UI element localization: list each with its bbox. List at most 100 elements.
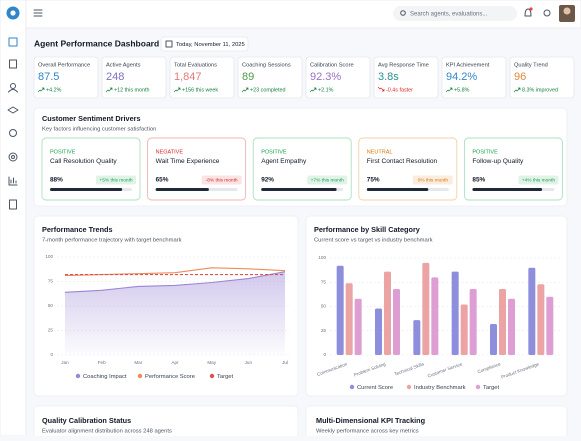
- kpi-card[interactable]: [169, 56, 235, 99]
- y-tick-label: 100: [318, 255, 326, 260]
- bar: [546, 296, 554, 355]
- trend-arrow: [241, 87, 249, 93]
- y-tick-label: 100: [45, 254, 53, 259]
- search-box[interactable]: [393, 6, 517, 21]
- kpi-change: -0.4s faster: [386, 87, 413, 93]
- legend-label[interactable]: Performance Score: [145, 374, 195, 380]
- chart-title: Performance by Skill Category: [314, 225, 421, 234]
- kpi-tracking-panel: [305, 405, 568, 441]
- progress-bar: [155, 188, 209, 191]
- kpi-card[interactable]: [237, 56, 303, 99]
- search-icon: [400, 10, 406, 16]
- driver-name: First Contact Resolution: [367, 158, 438, 165]
- panel-subtitle: Evaluator alignment distribution across …: [42, 429, 172, 435]
- line: [64, 271, 286, 293]
- driver-change: +5% this month: [99, 178, 133, 184]
- kpi-value: 89: [242, 71, 254, 83]
- y-tick-label: 75: [48, 279, 54, 284]
- bar: [469, 289, 477, 355]
- progress-bar: [50, 188, 123, 191]
- kpi-card[interactable]: [509, 56, 575, 99]
- y-tick-label: 25: [321, 328, 327, 333]
- legend-label[interactable]: Industry Benchmark: [414, 385, 466, 391]
- change-chip: [412, 175, 453, 185]
- settings[interactable]: [543, 9, 551, 17]
- date-chip[interactable]: [160, 36, 249, 52]
- progress-bar: [366, 188, 429, 191]
- kpi-label: Coaching Sessions: [242, 63, 291, 69]
- notifications[interactable]: [524, 8, 532, 17]
- bar: [537, 284, 545, 355]
- logo-hole: [10, 10, 16, 16]
- kpi-label: Active Agents: [106, 63, 141, 69]
- kpi-change: 8.3% improved: [522, 87, 558, 93]
- driver-status: NEUTRAL: [367, 149, 393, 155]
- legend-label[interactable]: Target: [483, 385, 500, 391]
- legend-label[interactable]: Current Score: [357, 385, 393, 391]
- driver-card[interactable]: [147, 137, 247, 201]
- kpi-value: 96: [514, 71, 526, 83]
- search-placeholder: Search agents, evaluations...: [410, 12, 488, 18]
- driver-status: POSITIVE: [50, 149, 76, 155]
- kpi-change: +2.1%: [318, 87, 334, 93]
- driver-card[interactable]: [358, 137, 458, 201]
- kpi-value: 3.8s: [378, 71, 399, 83]
- legend-marker: [137, 373, 143, 379]
- x-tick-label: May: [207, 360, 216, 365]
- x-tick-label: Jul: [282, 360, 288, 365]
- legend-label[interactable]: Target: [217, 374, 234, 380]
- bar: [490, 323, 497, 355]
- kpi-change: +12 this month: [114, 87, 150, 93]
- section-title: Customer Sentiment Drivers: [42, 114, 141, 123]
- driver-card[interactable]: [463, 137, 563, 201]
- bar: [528, 267, 536, 355]
- kpi-card[interactable]: [441, 56, 507, 99]
- change-chip: [518, 175, 559, 185]
- y-tick-label: 50: [321, 304, 327, 309]
- kpi-card[interactable]: [33, 56, 99, 99]
- kpi-label: KPI Achievement: [446, 63, 490, 69]
- bar: [460, 304, 468, 355]
- driver-card[interactable]: [41, 137, 141, 201]
- kpi-value: 94.2%: [446, 71, 477, 83]
- driver-status: NEGATIVE: [156, 149, 184, 155]
- driver-name: Wait Time Experience: [156, 158, 220, 165]
- driver-change: -8% this month: [206, 178, 238, 184]
- driver-score: 65%: [156, 177, 169, 184]
- x-tick-label: Mar: [134, 360, 142, 365]
- legend-marker: [349, 384, 355, 390]
- sidebar-icons[interactable]: [7, 37, 19, 210]
- kpi-card[interactable]: [101, 56, 167, 99]
- y-tick-label: 0: [50, 352, 53, 357]
- driver-name: Agent Empathy: [261, 158, 307, 165]
- legend-marker: [406, 384, 412, 390]
- kpi-change: +5.8%: [454, 87, 470, 93]
- y-tick-label: 50: [48, 303, 54, 308]
- x-tick-label: Jan: [61, 360, 69, 365]
- change-chip: [96, 175, 136, 185]
- driver-name: Follow-up Quality: [472, 158, 524, 165]
- legend-label[interactable]: Coaching Impact: [83, 374, 127, 380]
- progress-bar: [261, 188, 337, 191]
- bar: [499, 289, 506, 355]
- trend-arrow: [513, 87, 521, 93]
- trend-arrow: [173, 87, 181, 93]
- bar: [384, 271, 391, 355]
- x-tick-label: Apr: [171, 360, 179, 365]
- panel-title: Multi-Dimensional KPI Tracking: [316, 416, 425, 425]
- kpi-card[interactable]: [305, 56, 371, 99]
- driver-status: POSITIVE: [261, 149, 287, 155]
- menu-button[interactable]: [33, 9, 43, 17]
- kpi-value: 87.5: [38, 71, 59, 83]
- trend-arrow: [105, 87, 113, 93]
- driver-status: POSITIVE: [472, 149, 498, 155]
- trend-arrow: [377, 86, 385, 92]
- driver-name: Call Resolution Quality: [50, 158, 117, 165]
- panel-title: Quality Calibration Status: [42, 416, 131, 425]
- driver-change: +7% this month: [311, 178, 345, 184]
- y-tick-label: 75: [321, 279, 327, 284]
- driver-score: 92%: [261, 177, 274, 184]
- driver-card[interactable]: [252, 137, 352, 201]
- kpi-card[interactable]: [373, 56, 439, 99]
